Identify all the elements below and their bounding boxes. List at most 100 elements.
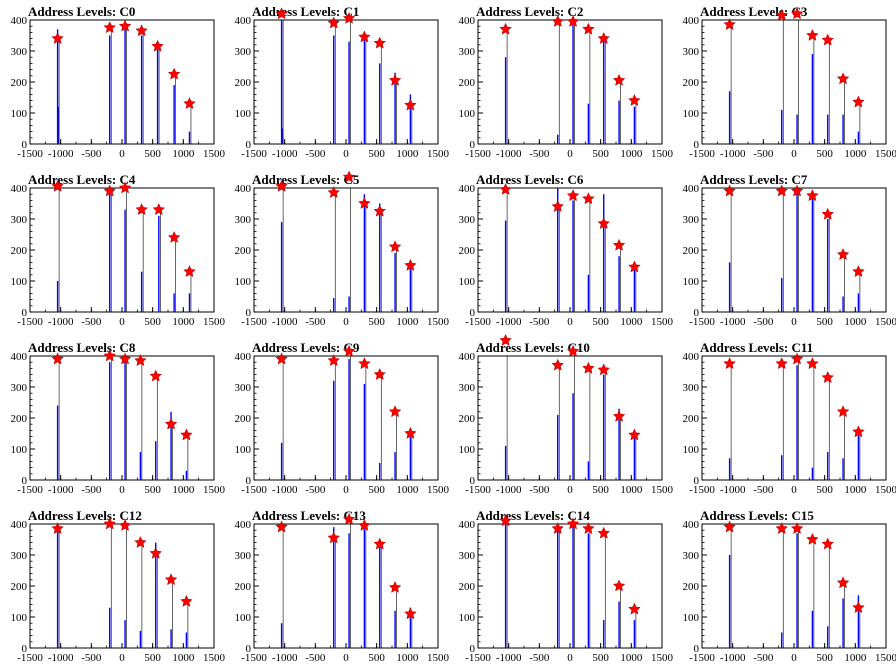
peak-marker-star-icon — [566, 14, 580, 27]
y-tick-label: 100 — [11, 108, 28, 120]
peak-marker-star-icon — [183, 97, 196, 110]
x-tick-label: -1500 — [241, 652, 267, 664]
peak-marker-star-icon — [103, 517, 117, 530]
x-tick-label: 1000 — [844, 316, 867, 328]
peak-marker-star-icon — [388, 240, 402, 253]
y-tick-label: 0 — [694, 139, 700, 151]
chart-panel: Address Levels: C3 0 100 200 300 400 -1500 -100… — [683, 4, 896, 160]
peak-marker-star-icon — [342, 344, 356, 357]
x-tick-label: 0 — [567, 148, 573, 160]
y-tick-label: 0 — [694, 643, 700, 655]
peak-marker-star-icon — [806, 357, 819, 370]
peak-marker-star-icon — [327, 354, 341, 367]
chart-panel: Address Levels: C0 0 100 200 300 400 -1500 -100… — [11, 4, 226, 160]
peak-marker-star-icon — [628, 428, 641, 441]
x-tick-label: 1000 — [396, 316, 419, 328]
peak-marker-star-icon — [821, 33, 835, 46]
y-tick-label: 300 — [235, 382, 252, 394]
peak-marker-star-icon — [597, 31, 611, 44]
peak-marker-star-icon — [821, 371, 835, 384]
x-tick-label: 1500 — [203, 652, 226, 664]
y-tick-label: 300 — [235, 214, 252, 226]
peak-marker-star-icon — [551, 522, 565, 535]
peak-marker-star-icon — [180, 594, 193, 607]
y-tick-label: 0 — [470, 475, 476, 487]
peak-marker-star-icon — [275, 7, 288, 20]
peak-marker-star-icon — [167, 67, 181, 80]
peak-marker-star-icon — [275, 520, 288, 533]
peak-marker-star-icon — [118, 518, 132, 531]
peak-marker-star-icon — [612, 409, 626, 422]
peak-marker-star-icon — [499, 22, 512, 35]
peak-marker-star-icon — [342, 512, 356, 525]
peak-marker-star-icon — [404, 426, 417, 439]
bar-group — [280, 524, 413, 648]
peak-marker-star-icon — [628, 260, 641, 273]
y-tick-label: 400 — [11, 519, 28, 531]
bar-group — [728, 527, 861, 648]
y-tick-label: 400 — [683, 351, 700, 363]
bar-group — [280, 356, 413, 480]
x-tick-label: -1500 — [17, 484, 43, 496]
x-tick-label: 0 — [343, 652, 349, 664]
y-tick-label: 100 — [11, 276, 28, 288]
bar-group — [728, 191, 861, 312]
y-tick-label: 100 — [235, 612, 252, 624]
chart-panel: Address Levels: C9 0 100 200 300 400 -1500 -100… — [235, 340, 450, 496]
peak-marker-star-icon — [388, 405, 402, 418]
x-tick-label: -1500 — [689, 652, 715, 664]
y-tick-label: 400 — [11, 15, 28, 27]
x-tick-label: -500 — [305, 148, 326, 160]
peak-marker-star-icon — [612, 579, 626, 592]
peak-marker-star-icon — [723, 18, 736, 31]
peak-marker-star-icon — [852, 425, 865, 438]
peak-marker-star-icon — [152, 203, 166, 216]
peak-marker-star-icon — [582, 522, 595, 535]
peak-marker-star-icon — [103, 184, 117, 197]
peak-marker-star-icon — [118, 19, 132, 32]
x-tick-label: -500 — [529, 316, 550, 328]
x-tick-label: 1500 — [875, 148, 896, 160]
x-tick-label: -1500 — [17, 316, 43, 328]
y-tick-label: 200 — [459, 413, 476, 425]
x-tick-label: 1000 — [844, 652, 867, 664]
x-tick-label: -500 — [81, 484, 102, 496]
peak-marker-star-icon — [51, 352, 64, 365]
peak-marker-star-icon — [775, 357, 789, 370]
x-tick-label: -500 — [753, 652, 774, 664]
x-tick-label: -1000 — [272, 316, 298, 328]
panel-title: Address Levels: C6 — [476, 172, 584, 187]
y-tick-label: 200 — [235, 245, 252, 257]
x-tick-label: 500 — [816, 484, 833, 496]
x-tick-label: 500 — [144, 484, 161, 496]
peak-marker-star-icon — [180, 428, 193, 441]
peak-marker-star-icon — [597, 363, 611, 376]
peak-marker-star-icon — [51, 522, 64, 535]
x-tick-label: 500 — [816, 148, 833, 160]
y-tick-label: 0 — [694, 475, 700, 487]
y-tick-label: 300 — [235, 550, 252, 562]
y-tick-label: 200 — [11, 77, 28, 89]
peak-marker-star-icon — [404, 607, 417, 620]
y-tick-label: 0 — [22, 139, 28, 151]
x-tick-label: 500 — [592, 484, 609, 496]
x-tick-label: 0 — [791, 148, 797, 160]
chart-panel: Address Levels: C11 0 100 200 300 400 -1500 -10… — [683, 340, 896, 496]
x-tick-label: 500 — [144, 316, 161, 328]
panel-title: Address Levels: C2 — [476, 4, 583, 19]
x-tick-label: -500 — [305, 484, 326, 496]
chart-panel: Address Levels: C13 0 100 200 300 400 -1500 -10… — [235, 508, 450, 664]
y-tick-label: 100 — [459, 612, 476, 624]
peak-marker-star-icon — [821, 537, 835, 550]
peak-marker-star-icon — [151, 39, 164, 52]
x-tick-label: -1500 — [465, 148, 491, 160]
y-tick-label: 0 — [246, 307, 252, 319]
y-tick-label: 100 — [11, 612, 28, 624]
x-tick-label: 500 — [368, 652, 385, 664]
peak-marker-star-icon — [327, 186, 341, 199]
panel-title: Address Levels: C0 — [28, 4, 135, 19]
bar-group — [280, 20, 413, 144]
peak-marker-star-icon — [775, 184, 789, 197]
peak-marker-star-icon — [852, 601, 865, 614]
x-tick-label: -1500 — [17, 652, 43, 664]
